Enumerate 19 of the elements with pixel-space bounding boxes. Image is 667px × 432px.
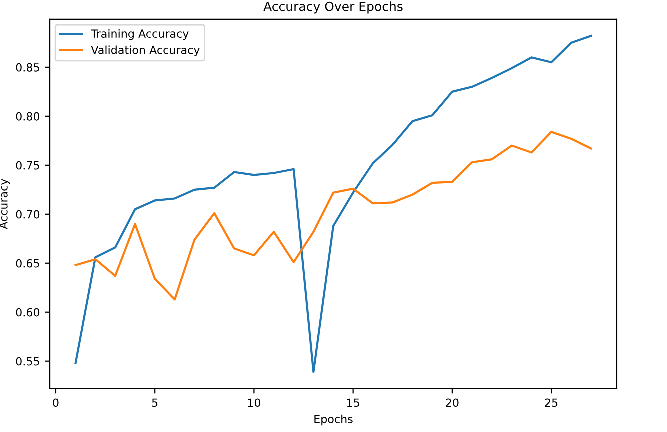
y-tick-label: 0.65	[16, 259, 40, 268]
y-tick-label: 0.85	[16, 63, 40, 72]
y-tick-label: 0.75	[16, 161, 40, 170]
y-tick-label: 0.70	[16, 210, 40, 219]
x-tick-label: 15	[347, 398, 360, 408]
y-tick-label: 0.60	[16, 308, 40, 317]
legend-label: Validation Accuracy	[91, 46, 200, 56]
x-tick-label: 5	[152, 398, 158, 408]
y-tick-label: 0.55	[16, 357, 40, 366]
y-axis-title: Accuracy	[0, 179, 10, 230]
x-tick-label: 10	[248, 398, 261, 408]
line-series	[74, 131, 592, 301]
x-tick-label: 25	[545, 398, 558, 408]
x-axis-title: Epochs	[314, 414, 353, 426]
chart-title: Accuracy Over Epochs	[264, 2, 403, 14]
legend-label: Training Accuracy	[91, 29, 189, 40]
y-tick-label: 0.80	[16, 112, 40, 121]
x-tick-label: 0	[53, 398, 59, 408]
x-tick-label: 20	[446, 398, 459, 408]
